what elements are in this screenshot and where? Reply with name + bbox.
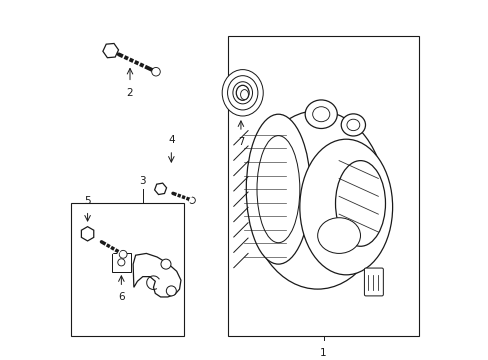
Ellipse shape — [236, 85, 248, 100]
Circle shape — [119, 251, 127, 258]
Circle shape — [161, 259, 171, 269]
Text: 1: 1 — [319, 348, 325, 358]
Ellipse shape — [341, 114, 365, 136]
Ellipse shape — [257, 136, 299, 243]
Ellipse shape — [222, 69, 263, 116]
Circle shape — [118, 259, 124, 266]
Text: 7: 7 — [237, 138, 244, 147]
Ellipse shape — [312, 107, 329, 122]
Circle shape — [188, 197, 195, 203]
Ellipse shape — [346, 119, 359, 131]
Text: 3: 3 — [139, 176, 146, 186]
FancyBboxPatch shape — [364, 268, 383, 296]
Text: 6: 6 — [118, 292, 124, 302]
Ellipse shape — [317, 218, 360, 253]
Polygon shape — [133, 253, 181, 297]
Circle shape — [166, 286, 176, 296]
Ellipse shape — [227, 76, 257, 110]
Circle shape — [151, 67, 160, 76]
Bar — [71, 203, 183, 336]
Ellipse shape — [232, 82, 252, 104]
Ellipse shape — [305, 100, 337, 129]
Bar — [228, 36, 419, 336]
Text: 4: 4 — [168, 135, 174, 145]
Ellipse shape — [246, 114, 310, 264]
Ellipse shape — [299, 139, 392, 275]
Ellipse shape — [240, 90, 248, 100]
Ellipse shape — [335, 161, 385, 246]
FancyBboxPatch shape — [111, 253, 131, 272]
Text: 5: 5 — [84, 196, 91, 206]
Ellipse shape — [249, 111, 385, 289]
Text: 2: 2 — [126, 88, 133, 98]
